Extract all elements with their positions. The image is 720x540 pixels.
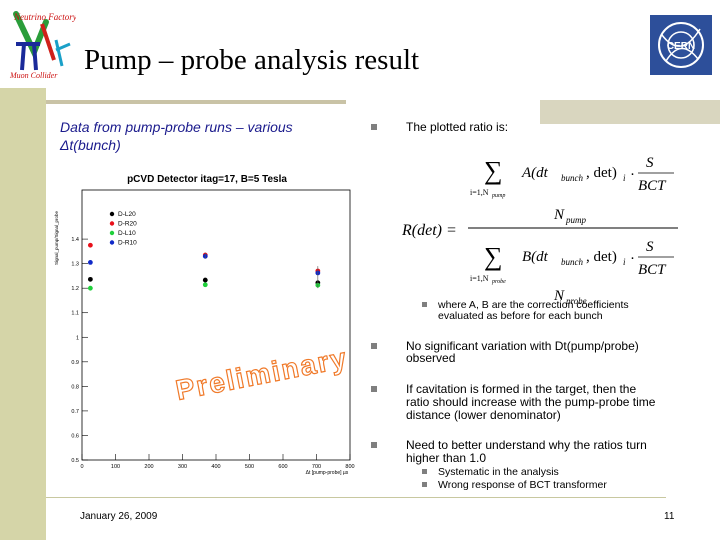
bullet-plotted-ratio: The plotted ratio is: [406, 120, 509, 134]
scatter-chart: pCVD Detector itag=17, B=5 Tesla Signal_… [52, 168, 358, 480]
cavitation-line2: ratio should increase with the pump-prob… [406, 395, 656, 409]
x-tick-label: 0 [80, 464, 83, 470]
legend-label: D-L10 [118, 230, 136, 237]
legend-label: D-R20 [118, 221, 137, 228]
correction-note-line1: where A, B are the correction coefficien… [438, 299, 629, 311]
num-sum-sub: i=1,N [470, 188, 489, 197]
x-tick-label: 600 [278, 464, 287, 470]
data-point [87, 285, 93, 291]
x-tick-label: 400 [211, 464, 220, 470]
den-term-rest: , det) [586, 249, 617, 265]
data-point [87, 260, 93, 265]
data-point [87, 276, 93, 282]
bullet-marker [371, 442, 377, 448]
legend-marker [109, 240, 115, 245]
slide-title: Pump – probe analysis result [84, 44, 420, 76]
y-tick-label: 0.7 [71, 409, 79, 415]
footer-date: January 26, 2009 [80, 511, 158, 522]
legend-label: D-L20 [118, 211, 136, 218]
x-tick-label: 700 [312, 464, 321, 470]
den-sum-sub: i=1,N [470, 274, 489, 283]
y-tick-label: 1.2 [71, 286, 79, 292]
den-term-sub: bunch [561, 257, 583, 267]
num-term: A(dt [521, 165, 549, 181]
y-tick-label: 0.6 [71, 433, 79, 439]
header-rule-left [46, 100, 346, 104]
y-tick-label: 1.4 [71, 237, 79, 243]
no-variation-line2: observed [406, 351, 456, 365]
need-line1: Need to better understand why the ratios… [406, 438, 647, 452]
left-caption: Data from pump-probe runs – various Δt(b… [60, 119, 293, 153]
num-term-sub: bunch [561, 173, 583, 183]
cavitation-line3: distance (lower denominator) [406, 408, 561, 422]
cern-logo: CERN [650, 15, 712, 75]
sum-symbol-top: ∑ [484, 156, 503, 185]
correction-note-line2: evaluated as before for each bunch [438, 310, 603, 322]
legend-marker [109, 221, 115, 226]
chart-ylabel: Signal_pump/Signal_probe [54, 210, 59, 265]
den-s: S [646, 239, 654, 255]
logo-text-bottom: Muon Collider [9, 71, 58, 80]
cavitation-line1: If cavitation is formed in the target, t… [406, 382, 637, 396]
data-point [87, 242, 93, 248]
num-sum-subsub: pump [491, 193, 505, 199]
y-tick-label: 0.5 [71, 458, 79, 464]
den-sum-subsub: probe [491, 279, 506, 285]
den-den-n: N [553, 288, 565, 304]
num-s: S [646, 155, 654, 171]
chart-background [52, 168, 358, 480]
data-point [202, 277, 208, 283]
need-line2: higher than 1.0 [406, 451, 487, 465]
x-tick-label: 100 [111, 464, 120, 470]
bullet-marker [371, 386, 377, 392]
x-tick-label: 200 [144, 464, 153, 470]
bullet-marker [371, 343, 377, 349]
den-bct: BCT [638, 262, 667, 278]
header-rule-right [540, 100, 720, 124]
num-bct: BCT [638, 178, 667, 194]
left-decor-bar [0, 88, 46, 540]
sub-bullet-systematic: Systematic in the analysis [438, 466, 559, 478]
legend-label: D-R10 [118, 240, 137, 247]
y-tick-label: 1.1 [71, 311, 79, 317]
no-variation-line1: No significant variation with Dt(pump/pr… [406, 339, 639, 353]
sub-bullet-marker [422, 302, 427, 307]
sub-bullet-marker [422, 469, 427, 474]
dot-op: · [630, 167, 635, 183]
legend-marker [109, 211, 115, 217]
sub-bullet-bct: Wrong response of BCT transformer [438, 479, 607, 491]
chart-title: pCVD Detector itag=17, B=5 Tesla [127, 174, 287, 185]
x-tick-label: 500 [245, 464, 254, 470]
num-term-rest: , det) [586, 165, 617, 181]
den-term: B(dt [522, 249, 549, 265]
legend-marker [109, 230, 115, 236]
data-point [202, 282, 208, 288]
ratio-formula: ∑ i=1,N pump A(dt bunch , det) i · S BCT… [401, 155, 678, 305]
footer-rule [46, 497, 666, 498]
sum-symbol-bottom: ∑ [484, 242, 503, 271]
y-tick-label: 1 [76, 335, 79, 341]
sub-bullet-marker [422, 482, 427, 487]
bullet-marker [371, 124, 377, 130]
chart-xlabel: Δt [pump-probe] µs [306, 470, 349, 476]
cern-logo-text: CERN [667, 41, 695, 52]
y-tick-label: 1.3 [71, 262, 79, 268]
x-tick-label: 800 [345, 464, 354, 470]
page-number: 11 [664, 511, 675, 522]
x-tick-label: 300 [178, 464, 187, 470]
den-index: i [623, 257, 626, 267]
dot-op-2: · [630, 251, 635, 267]
logo-text-top: Neutrino Factory [13, 12, 76, 22]
formula-lhs: R(det) = [401, 222, 457, 239]
neutrino-factory-logo: Neutrino Factory Muon Collider [9, 11, 76, 80]
num-index: i [623, 173, 626, 183]
y-tick-label: 0.8 [71, 384, 79, 390]
num-den-n: N [553, 207, 565, 223]
den-den-sub: probe [565, 296, 587, 305]
y-tick-label: 0.9 [71, 360, 79, 366]
num-den-sub: pump [565, 215, 586, 225]
